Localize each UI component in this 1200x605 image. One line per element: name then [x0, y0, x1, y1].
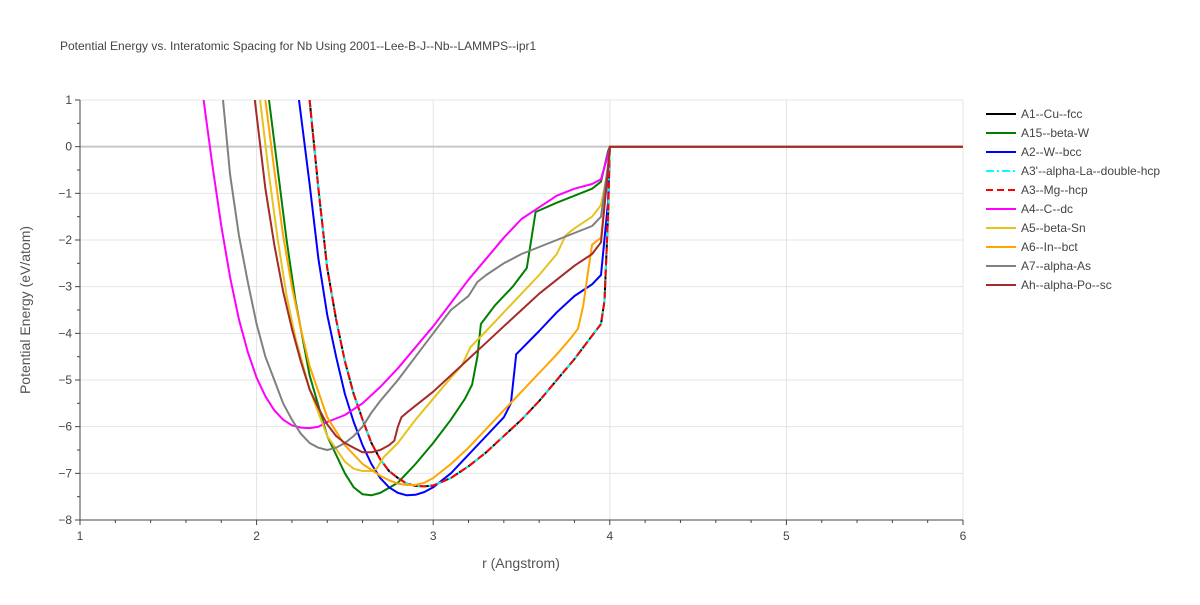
legend-item-label: A15--beta-W — [1021, 126, 1090, 140]
x-tick-label: 2 — [253, 529, 260, 543]
series-line-7 — [264, 100, 963, 486]
y-axis-label: Potential Energy (eV/atom) — [17, 226, 33, 394]
series-line-1 — [268, 100, 963, 497]
x-tick-label: 3 — [430, 529, 437, 543]
legend-item-label: A4--C--dc — [1021, 202, 1073, 216]
legend-item-label: A2--W--bcc — [1021, 145, 1081, 159]
y-tick-label: −5 — [58, 373, 72, 387]
series-line-4 — [308, 100, 963, 488]
y-tick-label: −7 — [58, 466, 72, 480]
series-line-2 — [298, 100, 963, 497]
axis-layer: 1 2 3 4 5 6 1 0 −1 −2 −3 −4 −5 −6 −7 −8 — [58, 93, 966, 543]
y-tick-label: 0 — [65, 140, 72, 154]
x-tick-label: 5 — [783, 529, 790, 543]
legend-item-label: A3--Mg--hcp — [1021, 183, 1088, 197]
y-tick-label: −2 — [58, 233, 72, 247]
legend-item-label: A5--beta-Sn — [1021, 221, 1086, 235]
legend: A1--Cu--fcc A15--beta-W A2--W--bcc A3'--alp… — [986, 107, 1160, 292]
y-tick-label: −1 — [58, 186, 72, 200]
series-line-5 — [202, 100, 963, 430]
x-axis-label: r (Angstrom) — [482, 555, 560, 571]
legend-item-label: A3'--alpha-La--double-hcp — [1021, 164, 1160, 178]
x-tick-label: 4 — [606, 529, 613, 543]
y-tick-label: −4 — [58, 326, 72, 340]
legend-item-label: Ah--alpha-Po--sc — [1021, 278, 1112, 292]
series-line-9 — [253, 100, 963, 454]
chart-title: Potential Energy vs. Interatomic Spacing… — [60, 39, 537, 53]
series-line-6 — [259, 100, 963, 472]
legend-item-label: A6--In--bct — [1021, 240, 1078, 254]
x-tick-label: 1 — [77, 529, 84, 543]
series-layer — [202, 100, 963, 497]
series-line-3 — [308, 100, 963, 488]
y-tick-label: 1 — [65, 93, 72, 107]
y-tick-label: −8 — [58, 513, 72, 527]
series-line-0 — [308, 100, 963, 488]
legend-item-label: A1--Cu--fcc — [1021, 107, 1082, 121]
y-tick-label: −6 — [58, 420, 72, 434]
y-tick-label: −3 — [58, 280, 72, 294]
series-line-8 — [222, 100, 963, 451]
x-tick-label: 6 — [960, 529, 967, 543]
legend-item-label: A7--alpha-As — [1021, 259, 1091, 273]
